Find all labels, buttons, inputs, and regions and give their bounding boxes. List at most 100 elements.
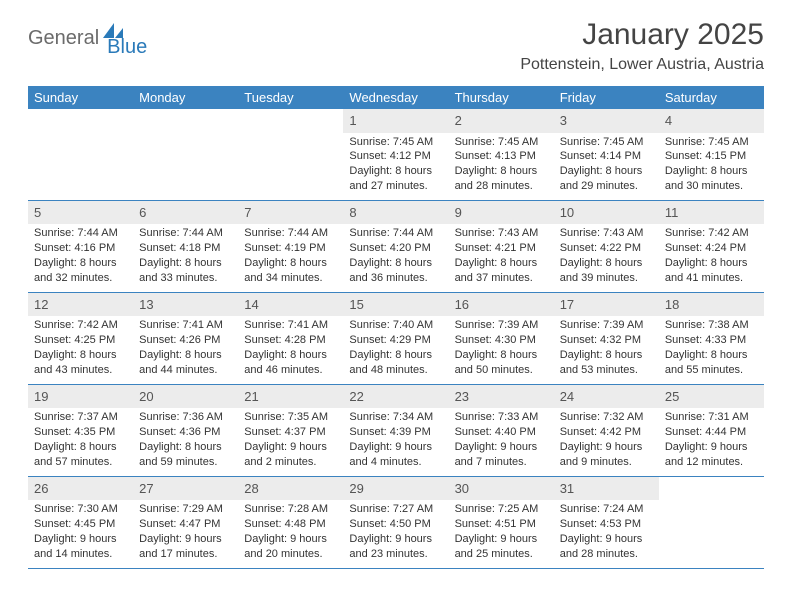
day-number: 13 bbox=[133, 293, 238, 317]
day-number: 9 bbox=[449, 201, 554, 225]
day-number: 7 bbox=[238, 201, 343, 225]
sunset-text: Sunset: 4:26 PM bbox=[139, 333, 232, 348]
day-number: 17 bbox=[554, 293, 659, 317]
daylight-text: Daylight: 8 hours and 27 minutes. bbox=[349, 164, 442, 194]
day-details: Sunrise: 7:34 AMSunset: 4:39 PMDaylight:… bbox=[343, 410, 448, 469]
day-header-cell: Friday bbox=[554, 86, 659, 109]
day-header-cell: Tuesday bbox=[238, 86, 343, 109]
sunset-text: Sunset: 4:37 PM bbox=[244, 425, 337, 440]
day-number: 31 bbox=[554, 477, 659, 501]
daylight-text: Daylight: 8 hours and 57 minutes. bbox=[34, 440, 127, 470]
sunrise-text: Sunrise: 7:30 AM bbox=[34, 502, 127, 517]
sunrise-text: Sunrise: 7:45 AM bbox=[455, 135, 548, 150]
sunrise-text: Sunrise: 7:25 AM bbox=[455, 502, 548, 517]
day-details: Sunrise: 7:44 AMSunset: 4:18 PMDaylight:… bbox=[133, 226, 238, 285]
daylight-text: Daylight: 9 hours and 20 minutes. bbox=[244, 532, 337, 562]
sunset-text: Sunset: 4:42 PM bbox=[560, 425, 653, 440]
sunrise-text: Sunrise: 7:31 AM bbox=[665, 410, 758, 425]
daylight-text: Daylight: 8 hours and 29 minutes. bbox=[560, 164, 653, 194]
week-row: 5Sunrise: 7:44 AMSunset: 4:16 PMDaylight… bbox=[28, 201, 764, 293]
sunset-text: Sunset: 4:47 PM bbox=[139, 517, 232, 532]
sunset-text: Sunset: 4:14 PM bbox=[560, 149, 653, 164]
day-number: 28 bbox=[238, 477, 343, 501]
sunrise-text: Sunrise: 7:43 AM bbox=[455, 226, 548, 241]
sunset-text: Sunset: 4:12 PM bbox=[349, 149, 442, 164]
daylight-text: Daylight: 9 hours and 9 minutes. bbox=[560, 440, 653, 470]
day-details: Sunrise: 7:41 AMSunset: 4:28 PMDaylight:… bbox=[238, 318, 343, 377]
day-number bbox=[659, 477, 764, 483]
day-number: 30 bbox=[449, 477, 554, 501]
day-details: Sunrise: 7:43 AMSunset: 4:21 PMDaylight:… bbox=[449, 226, 554, 285]
sunset-text: Sunset: 4:51 PM bbox=[455, 517, 548, 532]
day-cell: 11Sunrise: 7:42 AMSunset: 4:24 PMDayligh… bbox=[659, 201, 764, 292]
day-details: Sunrise: 7:28 AMSunset: 4:48 PMDaylight:… bbox=[238, 502, 343, 561]
sunrise-text: Sunrise: 7:43 AM bbox=[560, 226, 653, 241]
sunset-text: Sunset: 4:16 PM bbox=[34, 241, 127, 256]
day-details: Sunrise: 7:37 AMSunset: 4:35 PMDaylight:… bbox=[28, 410, 133, 469]
sunset-text: Sunset: 4:28 PM bbox=[244, 333, 337, 348]
day-details: Sunrise: 7:44 AMSunset: 4:16 PMDaylight:… bbox=[28, 226, 133, 285]
day-header-cell: Monday bbox=[133, 86, 238, 109]
day-details: Sunrise: 7:40 AMSunset: 4:29 PMDaylight:… bbox=[343, 318, 448, 377]
day-details: Sunrise: 7:45 AMSunset: 4:14 PMDaylight:… bbox=[554, 135, 659, 194]
sunset-text: Sunset: 4:50 PM bbox=[349, 517, 442, 532]
logo-text-general: General bbox=[28, 27, 99, 50]
day-number: 27 bbox=[133, 477, 238, 501]
daylight-text: Daylight: 8 hours and 46 minutes. bbox=[244, 348, 337, 378]
day-number: 10 bbox=[554, 201, 659, 225]
day-cell: 27Sunrise: 7:29 AMSunset: 4:47 PMDayligh… bbox=[133, 477, 238, 568]
sunrise-text: Sunrise: 7:45 AM bbox=[349, 135, 442, 150]
day-cell: 24Sunrise: 7:32 AMSunset: 4:42 PMDayligh… bbox=[554, 385, 659, 476]
day-number: 18 bbox=[659, 293, 764, 317]
daylight-text: Daylight: 8 hours and 30 minutes. bbox=[665, 164, 758, 194]
day-details: Sunrise: 7:43 AMSunset: 4:22 PMDaylight:… bbox=[554, 226, 659, 285]
day-number: 1 bbox=[343, 109, 448, 133]
day-cell: 28Sunrise: 7:28 AMSunset: 4:48 PMDayligh… bbox=[238, 477, 343, 568]
sunrise-text: Sunrise: 7:24 AM bbox=[560, 502, 653, 517]
day-header-cell: Saturday bbox=[659, 86, 764, 109]
sunset-text: Sunset: 4:19 PM bbox=[244, 241, 337, 256]
sunrise-text: Sunrise: 7:33 AM bbox=[455, 410, 548, 425]
day-cell: 23Sunrise: 7:33 AMSunset: 4:40 PMDayligh… bbox=[449, 385, 554, 476]
day-cell: 2Sunrise: 7:45 AMSunset: 4:13 PMDaylight… bbox=[449, 109, 554, 200]
day-cell: 21Sunrise: 7:35 AMSunset: 4:37 PMDayligh… bbox=[238, 385, 343, 476]
day-cell bbox=[133, 109, 238, 200]
day-number: 19 bbox=[28, 385, 133, 409]
day-details: Sunrise: 7:31 AMSunset: 4:44 PMDaylight:… bbox=[659, 410, 764, 469]
sunset-text: Sunset: 4:20 PM bbox=[349, 241, 442, 256]
daylight-text: Daylight: 9 hours and 7 minutes. bbox=[455, 440, 548, 470]
daylight-text: Daylight: 8 hours and 39 minutes. bbox=[560, 256, 653, 286]
sunset-text: Sunset: 4:30 PM bbox=[455, 333, 548, 348]
day-cell: 1Sunrise: 7:45 AMSunset: 4:12 PMDaylight… bbox=[343, 109, 448, 200]
day-number: 2 bbox=[449, 109, 554, 133]
sunset-text: Sunset: 4:53 PM bbox=[560, 517, 653, 532]
day-number: 20 bbox=[133, 385, 238, 409]
sunrise-text: Sunrise: 7:32 AM bbox=[560, 410, 653, 425]
daylight-text: Daylight: 9 hours and 28 minutes. bbox=[560, 532, 653, 562]
sunset-text: Sunset: 4:24 PM bbox=[665, 241, 758, 256]
day-number: 22 bbox=[343, 385, 448, 409]
daylight-text: Daylight: 9 hours and 14 minutes. bbox=[34, 532, 127, 562]
day-number: 29 bbox=[343, 477, 448, 501]
daylight-text: Daylight: 8 hours and 34 minutes. bbox=[244, 256, 337, 286]
day-details: Sunrise: 7:42 AMSunset: 4:25 PMDaylight:… bbox=[28, 318, 133, 377]
day-cell: 25Sunrise: 7:31 AMSunset: 4:44 PMDayligh… bbox=[659, 385, 764, 476]
day-details: Sunrise: 7:45 AMSunset: 4:12 PMDaylight:… bbox=[343, 135, 448, 194]
sunrise-text: Sunrise: 7:27 AM bbox=[349, 502, 442, 517]
day-cell: 7Sunrise: 7:44 AMSunset: 4:19 PMDaylight… bbox=[238, 201, 343, 292]
sunrise-text: Sunrise: 7:37 AM bbox=[34, 410, 127, 425]
sunset-text: Sunset: 4:15 PM bbox=[665, 149, 758, 164]
sunrise-text: Sunrise: 7:38 AM bbox=[665, 318, 758, 333]
day-number: 25 bbox=[659, 385, 764, 409]
sunrise-text: Sunrise: 7:40 AM bbox=[349, 318, 442, 333]
day-number bbox=[238, 109, 343, 115]
day-header-cell: Wednesday bbox=[343, 86, 448, 109]
day-number: 12 bbox=[28, 293, 133, 317]
day-details: Sunrise: 7:25 AMSunset: 4:51 PMDaylight:… bbox=[449, 502, 554, 561]
day-details: Sunrise: 7:29 AMSunset: 4:47 PMDaylight:… bbox=[133, 502, 238, 561]
day-number: 14 bbox=[238, 293, 343, 317]
daylight-text: Daylight: 8 hours and 37 minutes. bbox=[455, 256, 548, 286]
sunrise-text: Sunrise: 7:29 AM bbox=[139, 502, 232, 517]
day-details: Sunrise: 7:36 AMSunset: 4:36 PMDaylight:… bbox=[133, 410, 238, 469]
day-cell: 18Sunrise: 7:38 AMSunset: 4:33 PMDayligh… bbox=[659, 293, 764, 384]
